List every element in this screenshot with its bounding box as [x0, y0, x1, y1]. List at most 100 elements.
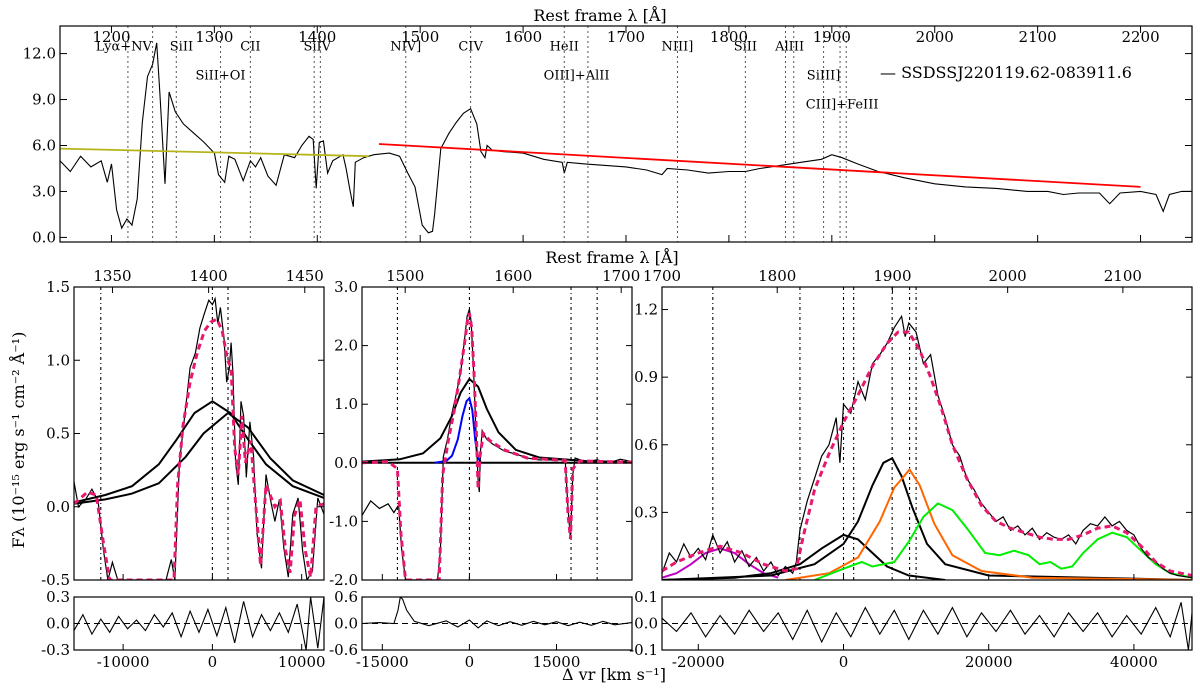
series-SiIII-black	[662, 456, 1192, 580]
series-AlIII-black	[662, 533, 946, 580]
y-tick-label: 0.0	[46, 498, 70, 516]
line-id-label: AlIII	[774, 40, 804, 55]
top-spectrum-panel: Rest frame λ [Å] 1200 1300 1400 1500 1600 170…	[23, 5, 1193, 246]
series-continuum-blue-side	[59, 147, 369, 158]
wavelength-tick-label: 1700	[643, 267, 681, 285]
y-tick-label: -1.0	[329, 512, 358, 530]
top-x-tick-label: 2000	[916, 28, 954, 46]
civ-plot-area	[362, 287, 632, 580]
wavelength-tick-label: 1500	[386, 267, 424, 285]
y-tick-label: -0.5	[41, 571, 70, 589]
line-id-label: SiII	[734, 40, 757, 55]
x-tick-label: 0	[839, 653, 849, 671]
top-plot-frame	[59, 25, 1193, 243]
residual-tick-label: 0.1	[634, 588, 658, 606]
wavelength-tick-label: 2100	[1104, 267, 1142, 285]
line-id-label: Lyα+NV	[96, 40, 153, 55]
y-tick-label: 0.3	[634, 503, 658, 521]
line-id-label: SiIV	[303, 40, 331, 55]
civ-frame	[361, 286, 633, 581]
line-id-label: SiIII]	[807, 69, 841, 84]
top-x-tick-label: 1500	[401, 28, 439, 46]
top-x-tick-label: 1900	[813, 28, 851, 46]
wavelength-tick-label: 1350	[93, 267, 131, 285]
residual-tick-label: -0.3	[41, 641, 70, 659]
residual-tick-label: -0.1	[629, 641, 658, 659]
series-spectrum	[59, 42, 1192, 234]
y-tick-label: 1.2	[634, 301, 658, 319]
x-tick-label: 40000	[1110, 653, 1158, 671]
y-tick-label: 0.9	[634, 368, 658, 386]
top-y-tick-label: 12.0	[23, 45, 56, 63]
series-gauss-2	[74, 411, 324, 505]
y-tick-label: 0.6	[634, 436, 658, 454]
line-id-label: HeII	[550, 40, 579, 55]
top-y-tick-label: 3.0	[32, 182, 56, 200]
series-gauss-1	[74, 400, 324, 504]
wavelength-tick-label: 1800	[758, 267, 796, 285]
x-tick-label: -10000	[97, 653, 150, 671]
top-wavelength-axis-title: Rest frame λ [Å]	[533, 5, 666, 25]
top-x-tick-label: 2200	[1121, 28, 1159, 46]
legend-entry: — SSDSSJ220119.62-083911.6	[880, 63, 1132, 82]
series-model	[74, 317, 324, 580]
series-narrow	[434, 396, 482, 464]
top-y-tick-label: 6.0	[32, 136, 56, 154]
siiv-plot-area	[74, 287, 324, 580]
line-id-label: SiII+OI	[196, 69, 246, 84]
y-tick-label: 3.0	[334, 278, 358, 296]
y-tick-label: 1.0	[334, 395, 358, 413]
line-id-label: NIV]	[390, 40, 421, 55]
ciii-frame	[661, 286, 1193, 581]
y-tick-label: 0.5	[46, 425, 70, 443]
top-x-tick-label: 1600	[504, 28, 542, 46]
series-residual	[74, 597, 324, 650]
x-tick-label: -20000	[672, 653, 725, 671]
line-id-label: CIV	[458, 40, 483, 55]
top-y-tick-label: 0.0	[32, 228, 56, 246]
series-broad	[362, 377, 632, 464]
top-x-tick-label: 2100	[1019, 28, 1057, 46]
series-FeIII-green	[814, 502, 1192, 580]
siiv-panel: -0.5 0.0 0.5 1.0 1.5 0.3 0.0 -0.3 -10000 0 10000 13…	[41, 267, 325, 671]
wavelength-tick-label: 1900	[873, 267, 911, 285]
line-id-label: SiII	[170, 40, 193, 55]
residual-tick-label: 0.6	[334, 588, 358, 606]
y-tick-label: 0.0	[334, 454, 358, 472]
x-tick-label: 0	[465, 653, 475, 671]
top-y-tick-label: 9.0	[32, 91, 56, 109]
siiv-residual-area	[74, 597, 324, 650]
series-model	[362, 312, 632, 580]
top-x-tick-label: 1700	[607, 28, 645, 46]
top-x-tick-label: 1800	[710, 28, 748, 46]
series-model	[662, 330, 1192, 577]
civ-residual-area	[362, 597, 632, 629]
series-data	[662, 314, 1192, 579]
y-tick-label: 1.0	[46, 351, 70, 369]
residual-tick-label: 0.0	[634, 615, 658, 633]
middle-wavelength-axis-title: Rest frame λ [Å]	[545, 247, 678, 267]
line-id-label: CIII]+FeIII	[806, 98, 879, 113]
x-tick-label: 15000	[533, 653, 581, 671]
line-id-label: NIII]	[662, 40, 694, 55]
series-FeIII-magenta	[662, 547, 779, 579]
x-tick-label: 0	[208, 653, 218, 671]
wavelength-tick-label: 1700	[602, 267, 640, 285]
residual-tick-label: -0.6	[329, 641, 358, 659]
velocity-axis-title: Δ vr [km s⁻¹]	[562, 665, 666, 684]
residual-tick-label: 0.0	[334, 615, 358, 633]
wavelength-tick-label: 1600	[494, 267, 532, 285]
top-x-tick-label: 1200	[92, 28, 130, 46]
series-CIII-orange	[785, 467, 1192, 580]
ciii-residual-area	[662, 602, 1192, 650]
line-id-label: CII	[240, 40, 260, 55]
x-tick-label: 20000	[965, 653, 1013, 671]
series-continuum-red-side	[378, 143, 1141, 188]
ciii-panel: 0.3 0.6 0.9 1.2 0.1 0.0 -0.1 -20000 0 20000 40000 1…	[629, 267, 1193, 671]
ciii-plot-area	[662, 287, 1192, 580]
x-tick-label: -15000	[356, 653, 409, 671]
series-residual	[662, 602, 1192, 650]
civ-panel: -2.0 -1.0 0.0 1.0 2.0 3.0 0.6 0.0 -0.6-15000 0 150…	[329, 267, 640, 671]
wavelength-tick-label: 1450	[286, 267, 324, 285]
